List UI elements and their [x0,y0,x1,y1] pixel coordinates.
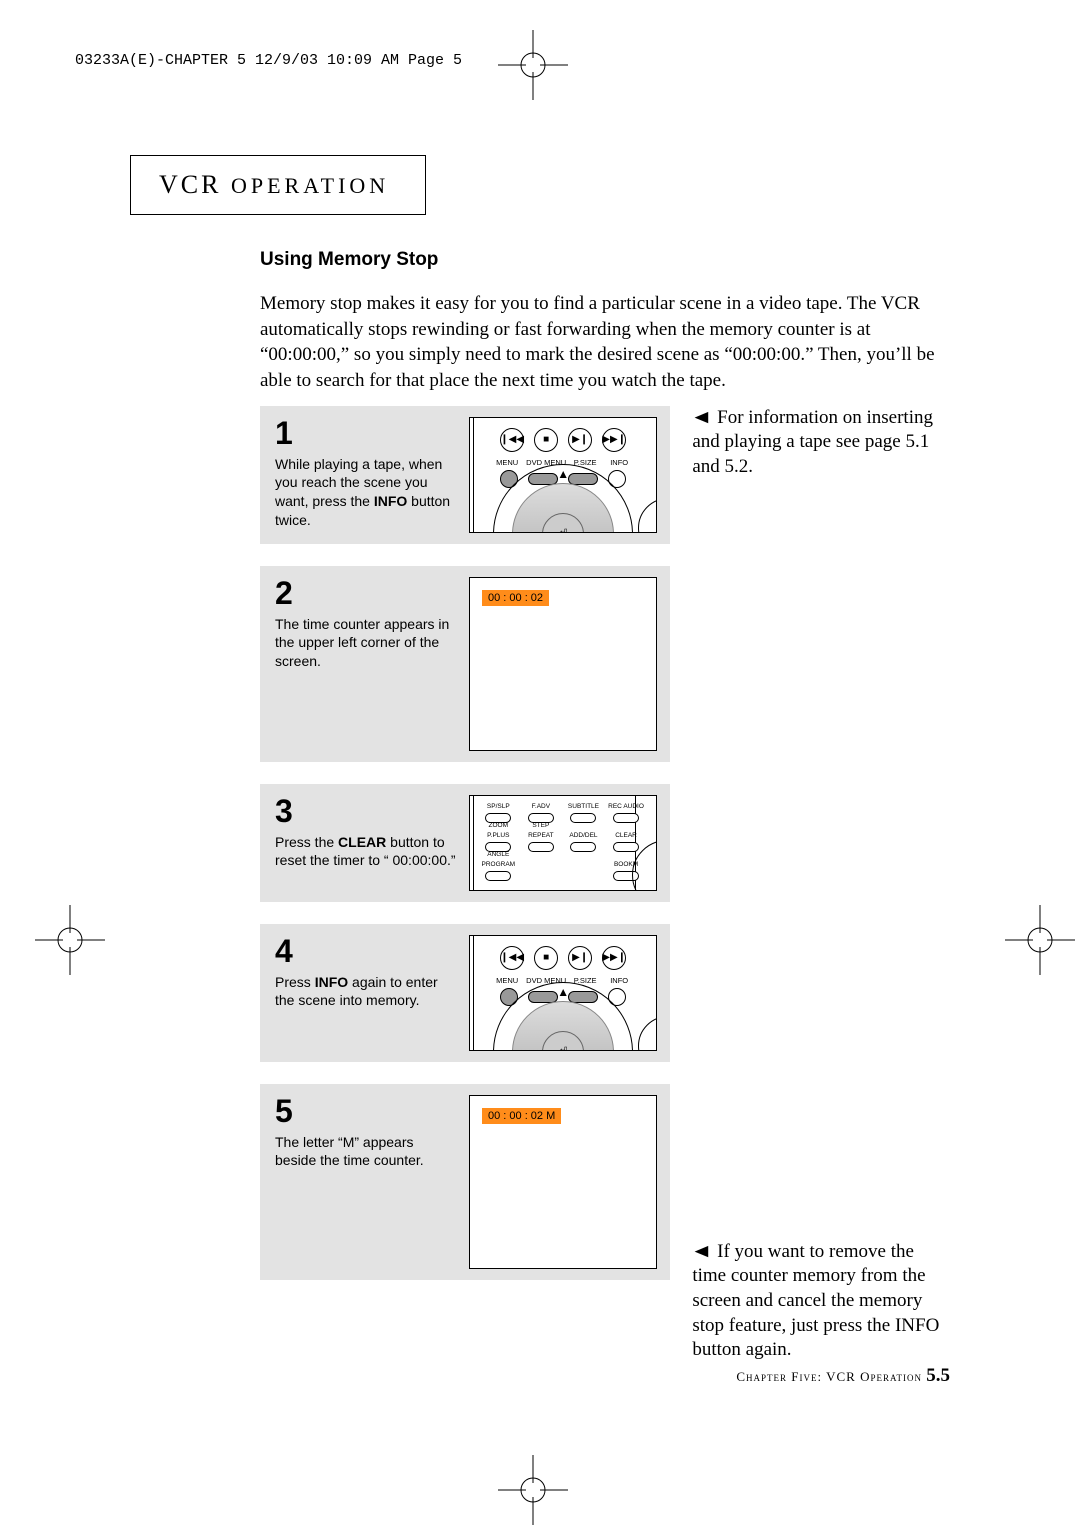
footer-chapter-label: Chapter Five: VCR Operation [736,1369,926,1384]
left-triangle-icon: ◄ [690,406,713,431]
ffwd-icon: ▶▶❙ [602,946,626,970]
step-3: 3 Press the CLEAR button to reset the ti… [260,784,670,902]
step-5-figure-tv: 00 : 00 : 02 M [469,1095,657,1269]
left-triangle-icon: ◄ [690,1240,713,1265]
clear-button-icon [613,842,639,852]
step-3-text-bold: CLEAR [338,834,386,850]
rewind-icon: ❙◀◀ [500,428,524,452]
remote-label-info: INFO [604,976,634,985]
subtitle-button-icon [570,813,596,823]
sidebar-note-2: ◄If you want to remove the time counter … [692,1240,950,1363]
sidebar-note-2-text: If you want to remove the time counter m… [692,1241,939,1361]
step-1: 1 While playing a tape, when you reach t… [260,406,670,544]
mid-sublabel: ANGLE [480,852,517,859]
step-5: 5 The letter “M” appears beside the time… [260,1084,670,1280]
mid-label: REC AUDIO [608,804,645,811]
mid-sublabel: ZOOM [480,823,517,830]
step-3-number: 3 [275,795,457,827]
ffwd-icon: ▶▶❙ [602,428,626,452]
step-2-number: 2 [275,577,457,609]
step-1-text-bold: INFO [374,493,407,509]
audio-button-icon [613,813,639,823]
footer-page-number: 5.5 [926,1365,950,1386]
step-2: 2 The time counter appears in the upper … [260,566,670,762]
step-5-number: 5 [275,1095,457,1127]
play-pause-icon: ▶❙ [568,946,592,970]
repeat-button-icon [528,842,554,852]
play-pause-icon: ▶❙ [568,428,592,452]
step-4-figure-remote: ❙◀◀ ■ ▶❙ ▶▶❙ MENU DVD MENU P.SIZE INFO [469,935,657,1051]
sidebar-note-1: ◄For information on inserting and playin… [692,406,950,480]
crop-mark-right [1005,905,1075,975]
tv-counter-value: 00 : 00 : 02 [482,590,549,606]
sidebar-note-1-text: For information on inserting and playing… [692,407,933,477]
mid-label: SUBTITLE [565,804,602,811]
mid-label: ADD/DEL [565,833,602,840]
remote-label-info: INFO [604,458,634,467]
mid-sublabel: STEP [523,823,560,830]
step-2-text: The time counter appears in the upper le… [275,616,449,670]
section-title-main: VCR [159,170,231,199]
program-button-icon [485,871,511,881]
print-header-stamp: 03233A(E)-CHAPTER 5 12/9/03 10:09 AM Pag… [75,52,462,69]
stop-icon: ■ [534,428,558,452]
crop-mark-left [35,905,105,975]
subsection-heading: Using Memory Stop [260,249,950,271]
step-1-number: 1 [275,417,457,449]
remote-label-menu: MENU [492,458,522,467]
section-title-box: VCR OPERATION [130,155,426,215]
step-2-figure-tv: 00 : 00 : 02 [469,577,657,751]
remote-label-menu: MENU [492,976,522,985]
step-4-text-pre: Press [275,974,315,990]
step-3-figure-remote-mid: SP/SLP F.ADV SUBTITLE REC AUDIO ZOOM STE… [469,795,657,891]
page-footer: Chapter Five: VCR Operation 5.5 [736,1365,950,1387]
step-4-text-bold: INFO [315,974,348,990]
tv-counter-value-m: 00 : 00 : 02 M [482,1108,561,1124]
mid-label: CLEAR [608,833,645,840]
intro-paragraph: Memory stop makes it easy for you to fin… [260,291,940,394]
step-4: 4 Press INFO again to enter the scene in… [260,924,670,1062]
mid-label: P.PLUS [480,833,517,840]
mid-label: F.ADV [523,804,560,811]
adddel-button-icon [570,842,596,852]
stop-icon: ■ [534,946,558,970]
crop-mark-bottom [498,1455,568,1525]
crop-mark-top [498,30,568,100]
rewind-icon: ❙◀◀ [500,946,524,970]
step-1-figure-remote: ❙◀◀ ■ ▶❙ ▶▶❙ MENU DVD MENU P.SIZE INFO [469,417,657,533]
step-4-number: 4 [275,935,457,967]
mid-label: PROGRAM [480,862,517,869]
mid-label: REPEAT [523,833,560,840]
mid-label: SP/SLP [480,804,517,811]
step-5-text: The letter “M” appears beside the time c… [275,1134,424,1169]
section-title-smallcaps: OPERATION [231,173,389,198]
step-3-text-pre: Press the [275,834,338,850]
